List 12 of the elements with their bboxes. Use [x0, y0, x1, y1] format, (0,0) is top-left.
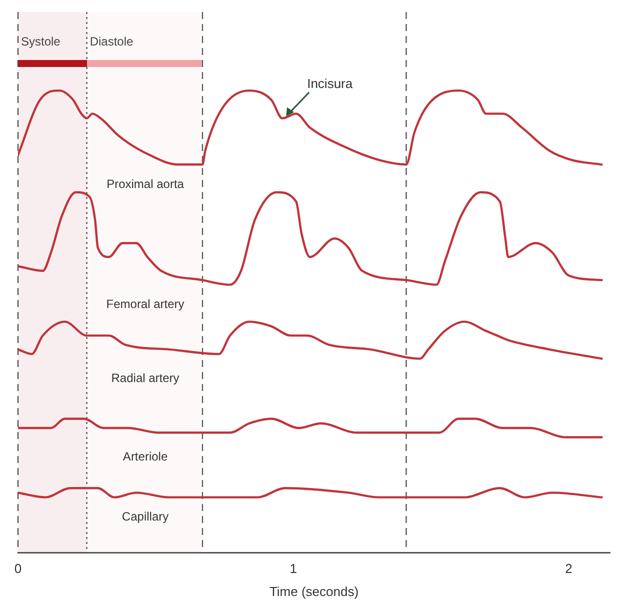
band-label: Systole [21, 34, 61, 48]
series-label: Proximal aorta [106, 176, 184, 191]
series-label: Femoral artery [106, 297, 184, 312]
x-tick-label: 2 [565, 561, 572, 576]
series-label: Radial artery [111, 370, 180, 385]
series-label: Capillary [122, 510, 169, 524]
x-tick-label: 1 [290, 561, 297, 576]
x-tick-label: 0 [14, 561, 22, 576]
annotation: Incisura [307, 76, 354, 91]
series-label: Arteriole [122, 450, 168, 464]
band-label: Diastole [90, 34, 134, 48]
x-axis-title: Time (seconds) [269, 584, 359, 599]
